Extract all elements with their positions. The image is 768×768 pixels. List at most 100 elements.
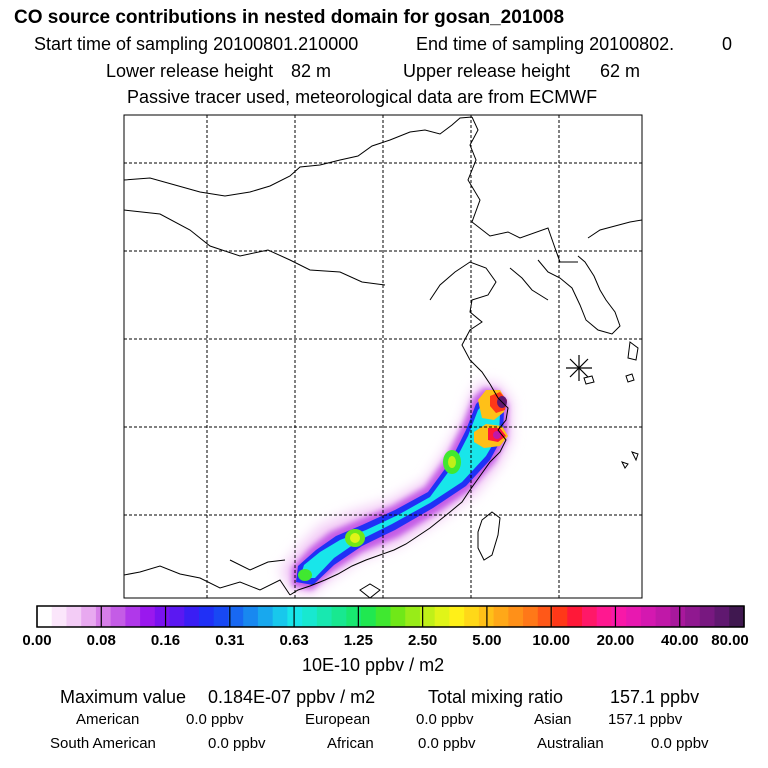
colorbar-tick-label: 0.00	[22, 632, 52, 649]
colorbar-tick-label: 20.00	[596, 632, 635, 649]
colorbar-cell	[493, 606, 509, 627]
colorbar-cell	[434, 606, 451, 627]
colorbar-cell	[110, 606, 126, 627]
source-name-asian: Asian	[534, 711, 572, 728]
source-name-australian: Australian	[537, 735, 604, 752]
colorbar-cell	[169, 606, 185, 627]
colorbar-cell	[316, 606, 333, 627]
colorbar-cell	[140, 606, 156, 627]
colorbar-tick-label: 0.16	[150, 632, 181, 649]
colorbar-cell	[611, 606, 627, 627]
source-name-european: European	[305, 711, 371, 728]
jeju-island	[583, 375, 595, 385]
colorbar-cell	[596, 606, 613, 627]
source-value-african: 0.0 ppbv	[418, 735, 476, 752]
plume-yellow-hotspot-mid	[448, 456, 456, 468]
source-name-south-american: South American	[50, 735, 156, 752]
china-east-coast	[289, 383, 509, 596]
colorbar-cell	[125, 606, 141, 627]
colorbar-cell	[552, 606, 568, 627]
colorbar-cell	[523, 606, 539, 627]
colorbar-cell	[51, 606, 68, 627]
colorbar-frame	[36, 605, 745, 628]
colorbar-cell	[537, 606, 554, 627]
colorbar-cell	[464, 606, 480, 627]
source-value-european: 0.0 ppbv	[416, 711, 474, 728]
colorbar-tick-label: 2.50	[408, 632, 438, 649]
upper-height-label: Upper release height	[403, 61, 571, 81]
colorbar-cell	[375, 606, 392, 627]
map-frame	[123, 114, 643, 599]
colorbar-cell	[729, 606, 745, 627]
colorbar-cell	[95, 606, 112, 627]
colorbar-cell	[449, 606, 465, 627]
colorbar-cell	[405, 606, 421, 627]
plume-yellow-hotspot-south	[350, 533, 360, 543]
colorbar-cell	[287, 606, 303, 627]
source-name-american: American	[76, 711, 140, 728]
colorbar-cell	[640, 606, 657, 627]
max-value-label: Maximum value	[60, 687, 187, 707]
source-value-american: 0.0 ppbv	[186, 711, 244, 728]
bohai-coast	[429, 261, 497, 385]
colorbar-cell	[37, 606, 53, 627]
colorbar-cell	[272, 606, 288, 627]
upper-height-value: 62 m	[600, 61, 641, 81]
colorbar-cell	[699, 606, 716, 627]
total-mixing-value: 157.1 ppbv	[610, 687, 700, 707]
korea-west-coast	[509, 267, 549, 301]
colorbar-cell	[228, 606, 244, 627]
colorbar-tick-label: 5.00	[472, 632, 502, 649]
colorbar-tick-label: 10.00	[532, 632, 570, 649]
source-value-asian: 157.1 ppbv	[608, 711, 683, 728]
colorbar-cell	[243, 606, 259, 627]
colorbar-cell	[154, 606, 171, 627]
south-inner-border	[229, 559, 286, 571]
colorbar-cell	[184, 606, 200, 627]
plume-layer	[280, 382, 512, 595]
colorbar-unit: 10E-10 ppbv / m2	[302, 655, 445, 675]
japan-coast	[587, 219, 642, 239]
plume-cyan-band	[300, 400, 500, 578]
chart-title: CO source contributions in nested domain…	[14, 7, 565, 28]
colorbar-tick-label: 40.00	[660, 632, 699, 649]
colorbar-cell	[655, 606, 671, 627]
source-value-australian: 0.0 ppbv	[651, 735, 709, 752]
lower-height-label: Lower release height	[106, 61, 274, 81]
colorbar-cell	[419, 606, 436, 627]
island-2	[631, 451, 639, 462]
colorbar-cell	[257, 606, 274, 627]
end-time-suffix: 0	[722, 34, 733, 54]
plume-peak-south	[493, 431, 501, 439]
colorbar-cell	[331, 606, 347, 627]
colorbar-tick-label: 0.31	[215, 632, 245, 649]
vietnam-border	[124, 565, 291, 596]
colorbar-cell	[66, 606, 82, 627]
colorbar-cell	[302, 606, 318, 627]
source-value-south-american: 0.0 ppbv	[208, 735, 266, 752]
colorbar-cell	[508, 606, 524, 627]
colorbar-cell	[626, 606, 642, 627]
korea-peninsula	[537, 255, 621, 335]
colorbar-tick-label: 0.63	[279, 632, 309, 649]
colorbar-cell	[390, 606, 406, 627]
colorbar-cell	[714, 606, 730, 627]
colorbar-cell	[213, 606, 230, 627]
colorbar-cell	[670, 606, 686, 627]
colorbar-tick-label: 80.00	[711, 632, 749, 649]
colorbar-cell	[346, 606, 362, 627]
colorbar-cell	[685, 606, 701, 627]
island-1	[625, 373, 635, 383]
colorbar-tick-label: 0.08	[86, 632, 116, 649]
gridlines	[124, 115, 642, 598]
colorbar-cell	[199, 606, 215, 627]
lower-height-value: 82 m	[291, 61, 332, 81]
taiwan-outline	[477, 511, 501, 561]
source-name-african: African	[327, 735, 374, 752]
inner-border	[124, 209, 386, 286]
receptor-marker	[566, 355, 592, 381]
end-time-label: End time of sampling 20100802.	[416, 34, 675, 54]
start-time-label: Start time of sampling 20100801.210000	[34, 34, 359, 54]
